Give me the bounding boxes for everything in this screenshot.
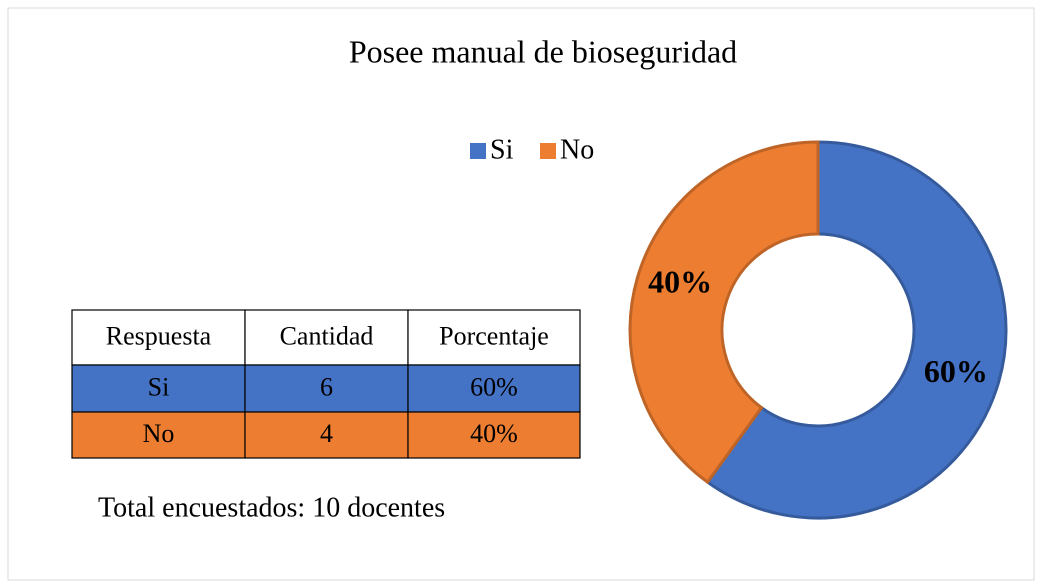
- footnote: Total encuestados: 10 docentes: [98, 492, 445, 523]
- table-cell-text: No: [143, 419, 175, 448]
- legend-label: Si: [490, 134, 514, 165]
- table-cell-text: Si: [148, 372, 170, 401]
- table-cell-text: 6: [320, 372, 333, 401]
- table-cell: [244, 411, 409, 459]
- data-label: 40%: [648, 264, 712, 300]
- table-cell-text: 60%: [470, 372, 518, 401]
- legend-swatch: [540, 143, 556, 159]
- table-cell: [407, 364, 581, 413]
- table-cell: [407, 309, 581, 366]
- legend-swatch: [470, 143, 486, 159]
- donut-slice: [705, 140, 1008, 520]
- table-cell-text: 40%: [470, 419, 518, 448]
- table-header: Respuesta: [106, 321, 212, 350]
- legend-label: No: [560, 134, 594, 165]
- table-header: Cantidad: [280, 321, 374, 350]
- table-cell-text: 4: [320, 419, 333, 448]
- table-header: Porcentaje: [439, 321, 549, 350]
- data-label: 60%: [924, 353, 988, 389]
- chart-title: Posee manual de bioseguridad: [349, 33, 737, 69]
- table-cell: [407, 411, 581, 459]
- table-cell: [71, 364, 246, 413]
- table-cell: [244, 309, 409, 366]
- table-cell: [244, 364, 409, 413]
- donut-slice: [628, 140, 820, 485]
